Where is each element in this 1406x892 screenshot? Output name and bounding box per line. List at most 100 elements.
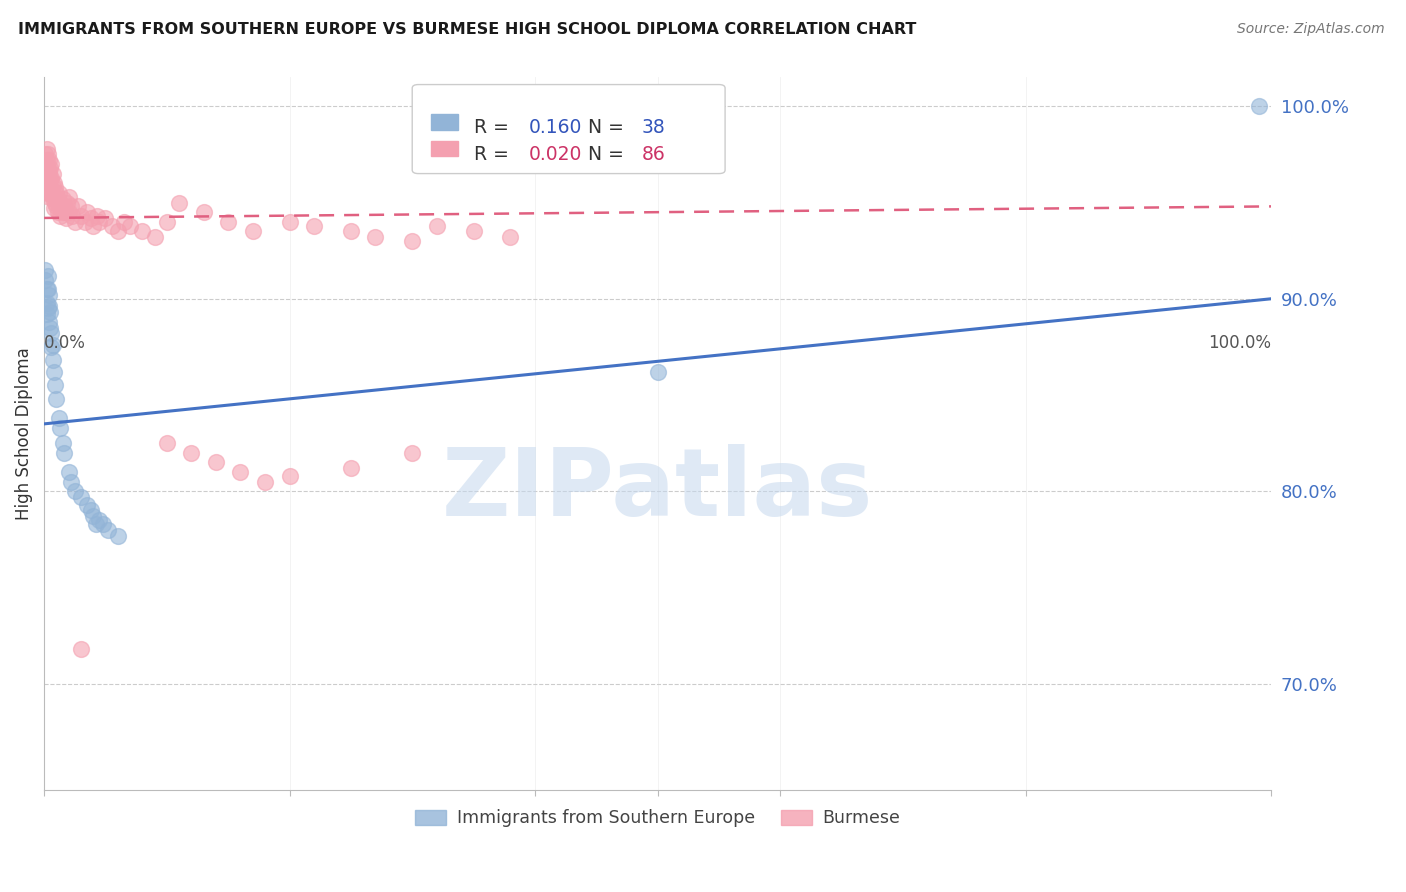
Text: 0.160: 0.160 [529,118,582,137]
Point [35,167,58,181]
Point [38,190,60,204]
Point [70,209,93,223]
Point [42,202,65,216]
Point [89,215,111,229]
Point [35,142,58,156]
Point [37,186,59,200]
Point [45,199,67,213]
Point [76,205,98,219]
Point [42,365,65,379]
Point [37,301,59,316]
Point [76,498,98,512]
Point [340,224,363,238]
Point [463,224,485,238]
Point [41,167,63,181]
Point [38,165,60,179]
Point [38,300,60,314]
Point [39,320,62,334]
Point [41,182,63,196]
Point [91,516,114,531]
Point [84,516,107,531]
Text: 86: 86 [641,145,665,164]
Point [41,326,63,341]
Point [52,199,75,213]
Point [156,215,179,229]
Point [37,161,59,175]
Point [41,192,63,206]
Point [82,509,104,524]
Point [94,211,117,225]
Point [107,528,129,542]
Point [41,170,63,185]
Point [217,215,239,229]
Point [37,282,59,296]
Text: 0.0%: 0.0% [44,334,86,351]
Point [1247,99,1270,113]
Text: N =: N = [588,118,630,137]
Point [39,186,62,200]
Point [63,215,86,229]
Point [205,455,228,469]
Point [340,461,363,475]
Point [52,446,75,460]
Point [80,503,103,517]
Text: R =: R = [474,145,515,164]
FancyBboxPatch shape [412,85,725,174]
Point [499,230,522,244]
Point [46,192,69,206]
Point [39,161,62,175]
Point [39,305,62,319]
Point [156,436,179,450]
Point [56,195,79,210]
Point [60,475,83,489]
Point [35,307,58,321]
Point [46,205,69,219]
Point [41,340,63,354]
Point [34,147,56,161]
Point [70,490,93,504]
Point [45,392,67,406]
Point [48,199,70,213]
Point [242,224,264,238]
Point [278,468,301,483]
Point [35,282,58,296]
Point [51,192,73,206]
Point [44,195,66,210]
Point [60,199,83,213]
Point [49,421,72,435]
Point [34,172,56,186]
Y-axis label: High School Diploma: High School Diploma [15,347,32,520]
Point [41,180,63,194]
Text: IMMIGRANTS FROM SOUTHERN EUROPE VS BURMESE HIGH SCHOOL DIPLOMA CORRELATION CHART: IMMIGRANTS FROM SOUTHERN EUROPE VS BURME… [18,22,917,37]
Point [38,153,60,168]
Point [89,513,111,527]
Point [302,219,325,233]
Point [37,268,59,283]
Point [278,215,301,229]
Point [143,230,166,244]
Point [34,161,56,175]
Point [37,147,59,161]
Point [34,263,56,277]
Text: ZIPatlas: ZIPatlas [441,444,873,536]
Point [49,195,72,210]
Point [38,176,60,190]
Point [37,172,59,186]
Point [70,642,93,657]
Point [49,209,72,223]
Text: Source: ZipAtlas.com: Source: ZipAtlas.com [1237,22,1385,37]
Point [58,190,80,204]
Point [193,205,215,219]
Point [80,211,103,225]
Bar [430,114,457,130]
Point [51,436,73,450]
Point [97,523,120,537]
Point [229,465,252,479]
Point [82,219,104,233]
Point [86,209,108,223]
Text: 0.020: 0.020 [529,145,582,164]
Point [53,205,76,219]
Point [55,211,77,225]
Point [63,484,86,499]
Point [647,365,669,379]
